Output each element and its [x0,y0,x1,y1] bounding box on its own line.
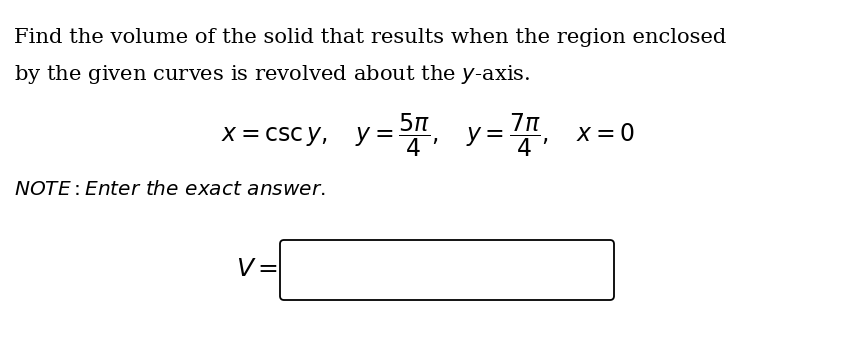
Text: $V = $: $V = $ [236,258,278,281]
Text: $\mathit{NOTE: Enter\ the\ exact\ answer.}$: $\mathit{NOTE: Enter\ the\ exact\ answer… [14,180,326,199]
FancyBboxPatch shape [280,240,614,300]
Text: $x = \mathrm{csc}\, y, \quad y = \dfrac{5\pi}{4}, \quad y = \dfrac{7\pi}{4}, \qu: $x = \mathrm{csc}\, y, \quad y = \dfrac{… [221,112,635,159]
Text: Find the volume of the solid that results when the region enclosed: Find the volume of the solid that result… [14,28,726,47]
Text: by the given curves is revolved about the $y$-axis.: by the given curves is revolved about th… [14,63,530,86]
